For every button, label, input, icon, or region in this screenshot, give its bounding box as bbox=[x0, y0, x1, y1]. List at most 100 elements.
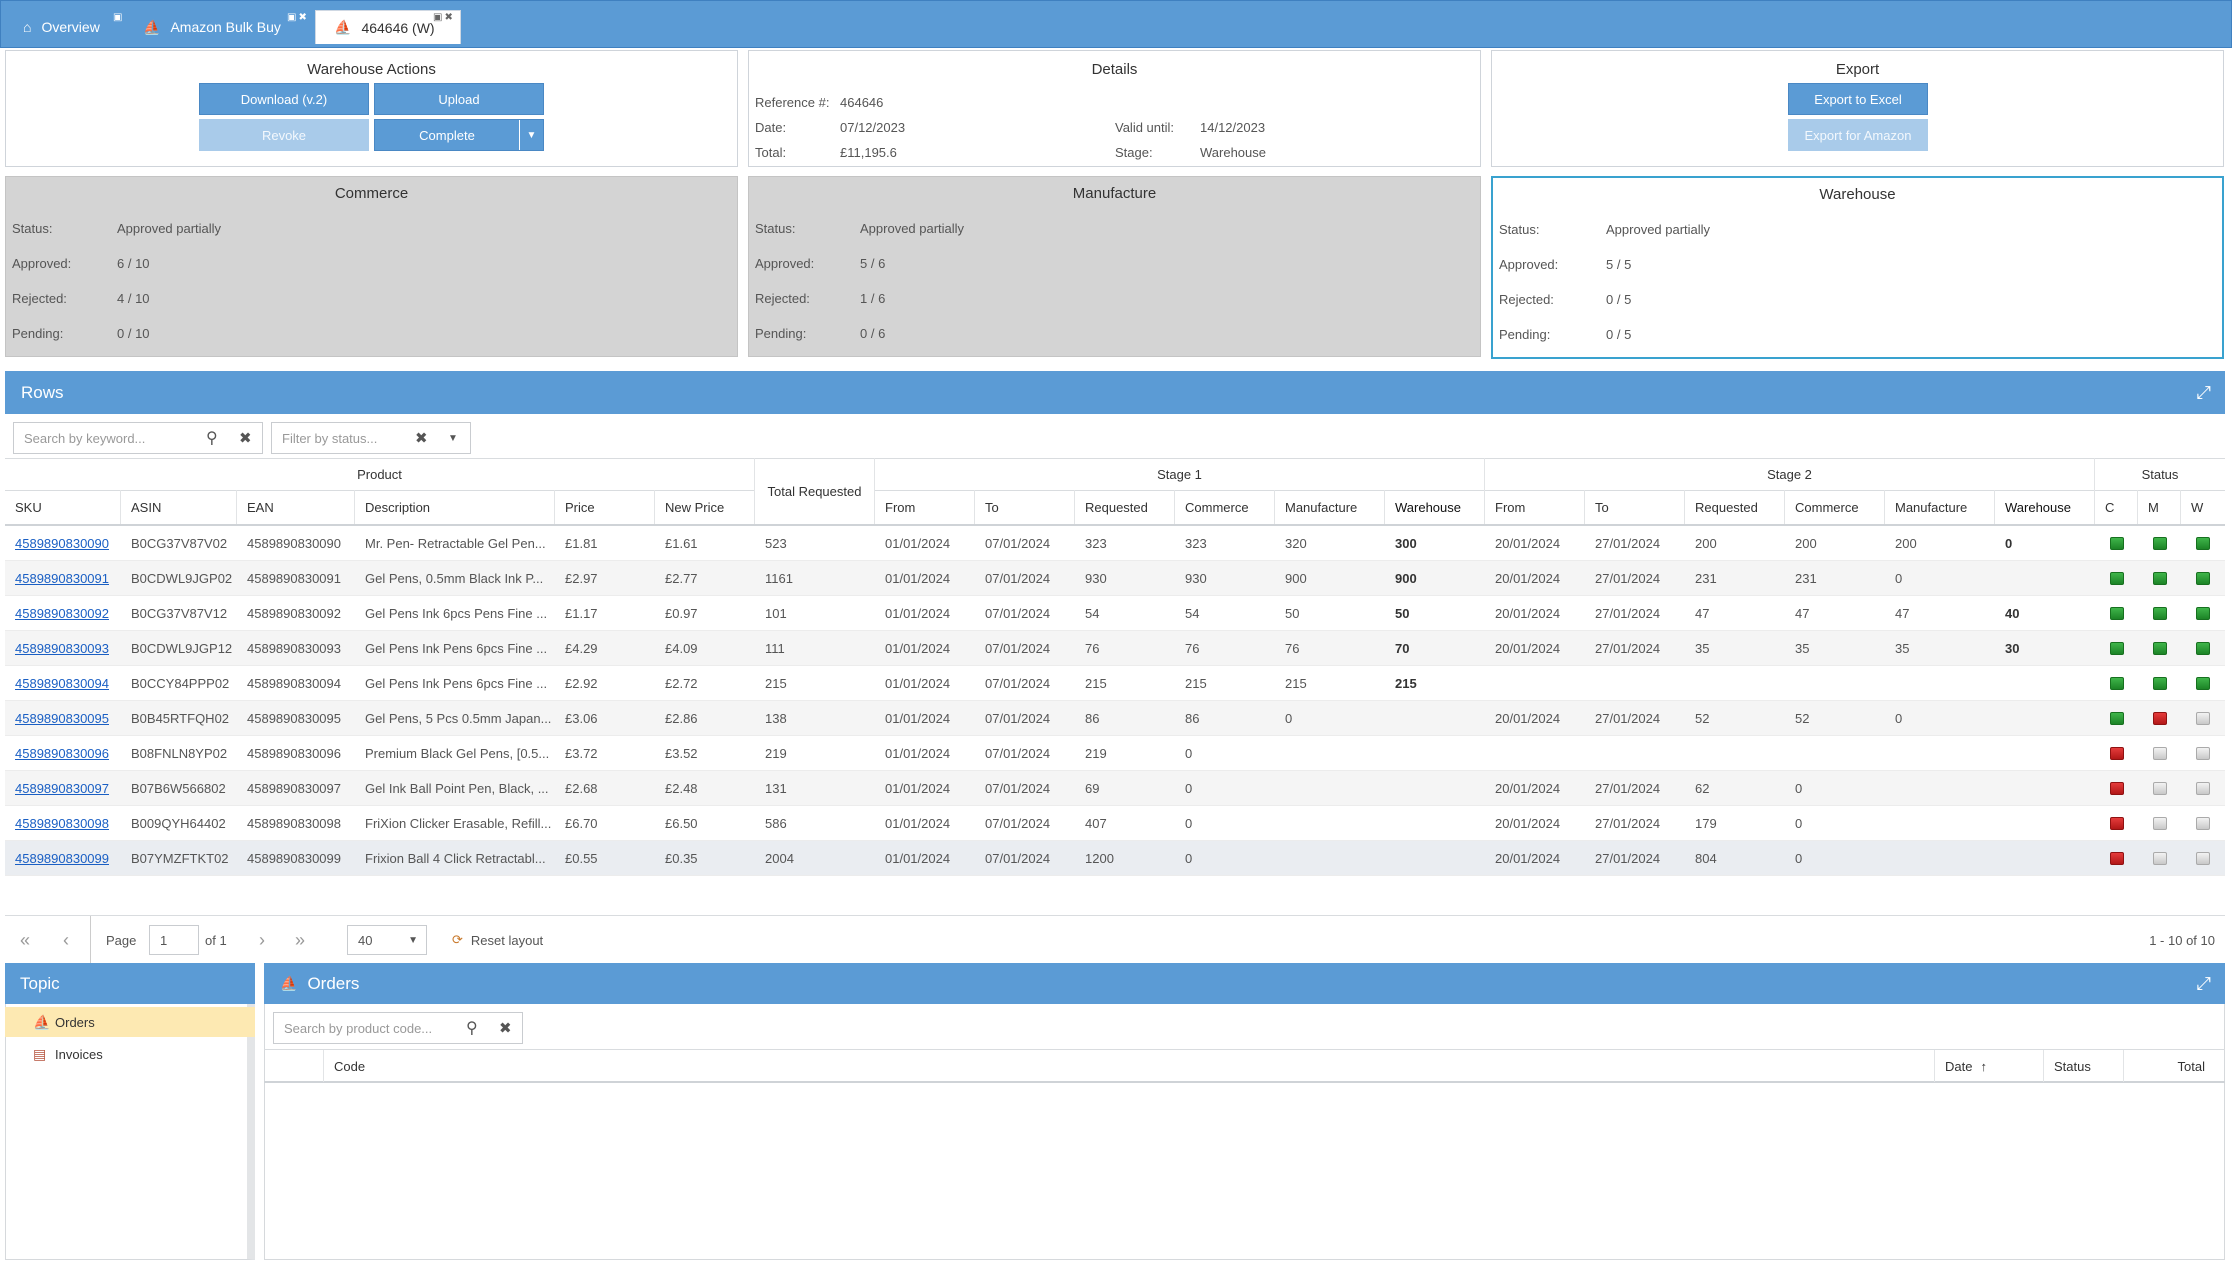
export-amazon-button[interactable]: Export for Amazon bbox=[1788, 119, 1928, 151]
expand-icon[interactable]: ⤢ bbox=[2196, 382, 2211, 402]
reset-layout-button[interactable]: ⟳ Reset layout bbox=[452, 916, 543, 964]
keyword-search-input[interactable]: Search by keyword... ⚲ ✖ bbox=[13, 422, 263, 454]
cell-s2-man: 0 bbox=[1895, 711, 1903, 726]
tab-close-icon[interactable]: ▣✖ bbox=[433, 12, 455, 23]
cell-price: £2.92 bbox=[565, 676, 598, 691]
cell-s1-com: 76 bbox=[1185, 641, 1200, 656]
table-row[interactable]: 4589890830096 B08FNLN8YP02 4589890830096 Pr… bbox=[5, 736, 2225, 771]
cell-sku[interactable]: 4589890830097 bbox=[15, 781, 109, 796]
m-status-header[interactable]: M bbox=[2138, 490, 2181, 524]
table-row[interactable]: 4589890830097 B07B6W566802 4589890830097 Ge… bbox=[5, 771, 2225, 806]
status-green-icon bbox=[2109, 607, 2124, 620]
cell-sku[interactable]: 4589890830091 bbox=[15, 571, 109, 586]
page-input[interactable]: 1 bbox=[149, 925, 199, 955]
orders-panel bbox=[264, 963, 2225, 1260]
prev-page-icon[interactable]: ‹ bbox=[63, 929, 69, 950]
s1-manufacture-header[interactable]: Manufacture bbox=[1275, 490, 1385, 524]
w-status-header[interactable]: W bbox=[2191, 499, 2204, 515]
s1-requested-header[interactable]: Requested bbox=[1075, 490, 1175, 524]
chevron-down-icon[interactable]: ▼ bbox=[519, 120, 543, 150]
first-page-icon[interactable]: « bbox=[20, 929, 31, 950]
cell-sku[interactable]: 4589890830090 bbox=[15, 536, 109, 551]
complete-button[interactable]: Complete ▼ bbox=[374, 119, 544, 151]
cell-desc: FriXion Clicker Erasable, Refill... bbox=[365, 816, 552, 831]
s2-commerce-header[interactable]: Commerce bbox=[1785, 490, 1885, 524]
section-title: Rows bbox=[21, 382, 64, 402]
sku-header[interactable]: SKU bbox=[5, 490, 121, 524]
status-header[interactable]: Status bbox=[2044, 1050, 2124, 1082]
status-filter-select[interactable]: Filter by status... ✖ ▼ bbox=[271, 422, 471, 454]
status-green-icon bbox=[2195, 572, 2210, 585]
code-header[interactable]: Code bbox=[334, 1058, 366, 1074]
table-row[interactable]: 4589890830095 B0B45RTFQH02 4589890830095 Ge… bbox=[5, 701, 2225, 736]
cell-s2-req: 62 bbox=[1695, 781, 1710, 796]
status-cell-w bbox=[2181, 701, 2224, 736]
s2-from-header[interactable]: From bbox=[1485, 490, 1585, 524]
s2-warehouse-header[interactable]: Warehouse bbox=[1995, 490, 2095, 524]
s1-to-header[interactable]: To bbox=[975, 490, 1075, 524]
next-page-icon[interactable]: › bbox=[259, 929, 265, 950]
cell-sku[interactable]: 4589890830094 bbox=[15, 676, 109, 691]
s1-warehouse-header[interactable]: Warehouse bbox=[1385, 490, 1485, 524]
new-price-header[interactable]: New Price bbox=[655, 490, 755, 524]
cell-sku[interactable]: 4589890830096 bbox=[15, 746, 109, 761]
cell-sku[interactable]: 4589890830093 bbox=[15, 641, 109, 656]
cell-sku[interactable]: 4589890830098 bbox=[15, 816, 109, 831]
warehouse-panel[interactable]: Warehouse Status: Approved partially App… bbox=[1491, 176, 2224, 359]
search-icon[interactable]: ⚲ bbox=[466, 1020, 478, 1037]
total-header[interactable]: Total bbox=[2177, 1058, 2205, 1074]
cell-s2-man bbox=[1885, 841, 1995, 876]
last-page-icon[interactable]: » bbox=[295, 929, 306, 950]
table-row[interactable]: 4589890830091 B0CDWL9JGP02 4589890830091 Ge… bbox=[5, 561, 2225, 596]
asin-header[interactable]: ASIN bbox=[121, 490, 237, 524]
tab-pin-icon[interactable]: ▣ bbox=[113, 12, 125, 23]
product-code-search-input[interactable]: Search by product code... ⚲ ✖ bbox=[273, 1012, 523, 1044]
table-row[interactable]: 4589890830092 B0CG37V87V12 4589890830092 Ge… bbox=[5, 596, 2225, 631]
cell-s1-req: 76 bbox=[1085, 641, 1100, 656]
description-header[interactable]: Description bbox=[355, 490, 555, 524]
clear-icon[interactable]: ✖ bbox=[415, 430, 428, 447]
complete-label: Complete bbox=[419, 127, 475, 143]
s2-to-header[interactable]: To bbox=[1585, 490, 1685, 524]
topic-item-invoices[interactable]: ▤ Invoices bbox=[5, 1039, 255, 1069]
download-button[interactable]: Download (v.2) bbox=[199, 83, 369, 115]
upload-button[interactable]: Upload bbox=[374, 83, 544, 115]
c-status-header[interactable]: C bbox=[2095, 490, 2138, 524]
s1-commerce-header[interactable]: Commerce bbox=[1175, 490, 1275, 524]
orders-icon: ⛵ bbox=[33, 1013, 51, 1030]
expand-icon[interactable]: ⤢ bbox=[2196, 973, 2211, 993]
ean-header[interactable]: EAN bbox=[237, 490, 355, 524]
table-row[interactable]: 4589890830093 B0CDWL9JGP12 4589890830093 Ge… bbox=[5, 631, 2225, 666]
revoke-button[interactable]: Revoke bbox=[199, 119, 369, 151]
price-header[interactable]: Price bbox=[555, 490, 655, 524]
date-header[interactable]: Date ↑ bbox=[1934, 1050, 2044, 1082]
cell-sku[interactable]: 4589890830092 bbox=[15, 606, 109, 621]
table-row[interactable]: 4589890830090 B0CG37V87V02 4589890830090 Mr… bbox=[5, 526, 2225, 561]
export-excel-button[interactable]: Export to Excel bbox=[1788, 83, 1928, 115]
s2-requested-header[interactable]: Requested bbox=[1685, 490, 1785, 524]
table-row[interactable]: 4589890830094 B0CCY84PPP02 4589890830094 Ge… bbox=[5, 666, 2225, 701]
search-icon[interactable]: ⚲ bbox=[206, 430, 218, 447]
table-row[interactable]: 4589890830099 B07YMZFTKT02 4589890830099 Fr… bbox=[5, 841, 2225, 876]
clear-icon[interactable]: ✖ bbox=[239, 430, 252, 447]
tab-close-icon[interactable]: ▣✖ bbox=[287, 12, 309, 23]
s2-manufacture-header[interactable]: Manufacture bbox=[1885, 490, 1995, 524]
tab-464646[interactable]: ⛵ 464646 (W) bbox=[315, 10, 461, 44]
topic-item-orders[interactable]: ⛵ Orders bbox=[5, 1007, 255, 1037]
total-requested-header[interactable]: Total Requested bbox=[755, 458, 875, 524]
clear-icon[interactable]: ✖ bbox=[499, 1020, 512, 1037]
cell-s2-com: 200 bbox=[1795, 536, 1817, 551]
cell-s1-wh: 215 bbox=[1395, 676, 1417, 691]
cell-total: 131 bbox=[765, 781, 787, 796]
cell-sku[interactable]: 4589890830095 bbox=[15, 711, 109, 726]
cell-new-price: £6.50 bbox=[665, 816, 698, 831]
tab-amazon-bulk-buy[interactable]: ⛵ Amazon Bulk Buy bbox=[123, 10, 289, 44]
cell-s1-from: 01/01/2024 bbox=[885, 571, 951, 586]
page-size-select[interactable]: 40 ▼ bbox=[347, 925, 427, 955]
chevron-down-icon[interactable]: ▼ bbox=[448, 432, 458, 444]
status-cell-c bbox=[2095, 631, 2138, 666]
tab-overview[interactable]: ⌂ Overview bbox=[5, 10, 123, 44]
table-row[interactable]: 4589890830098 B009QYH64402 4589890830098 Fr… bbox=[5, 806, 2225, 841]
cell-sku[interactable]: 4589890830099 bbox=[15, 851, 109, 866]
s1-from-header[interactable]: From bbox=[875, 490, 975, 524]
